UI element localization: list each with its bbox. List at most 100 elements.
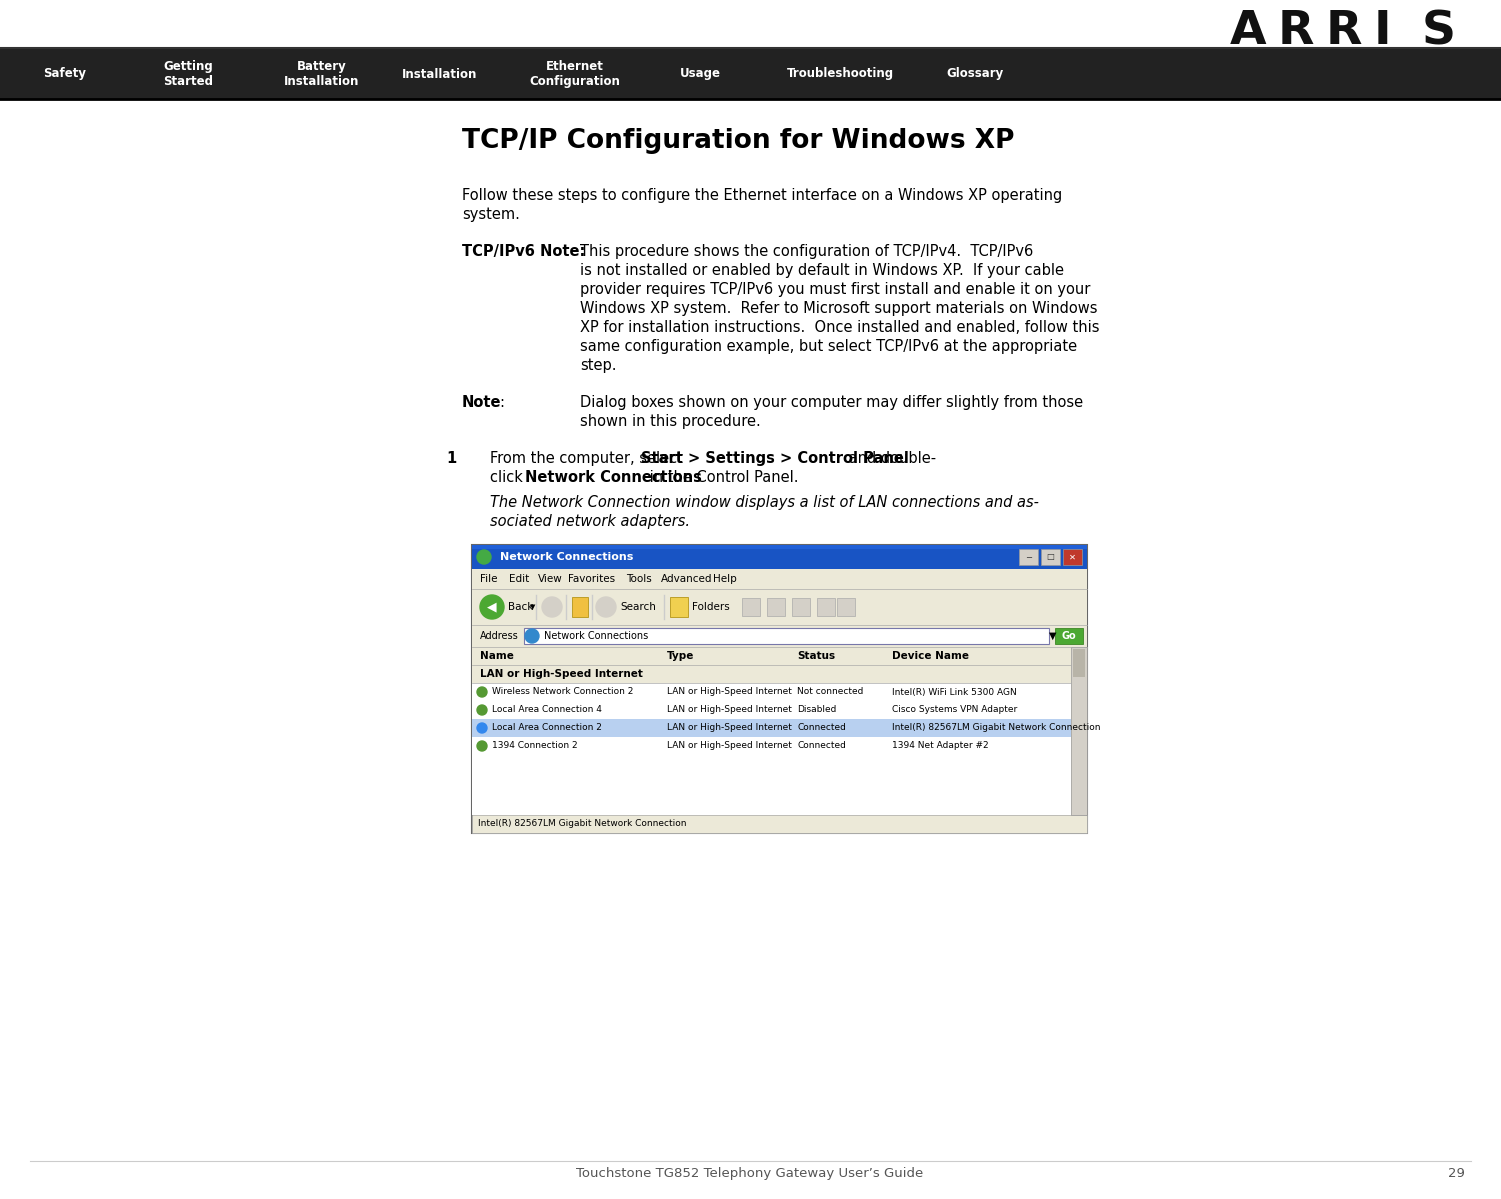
Bar	[471, 589, 1087, 625]
Text: XP for installation instructions.  Once installed and enabled, follow this: XP for installation instructions. Once i…	[579, 320, 1100, 335]
Text: From the computer, select: From the computer, select	[489, 451, 687, 466]
Circle shape	[480, 595, 504, 619]
Circle shape	[477, 741, 486, 751]
Text: Advanced: Advanced	[660, 574, 713, 584]
Text: LAN or High-Speed Internet: LAN or High-Speed Internet	[666, 687, 793, 697]
Text: Usage: Usage	[680, 67, 720, 80]
Bar	[572, 597, 588, 617]
Text: Local Area Connection 2: Local Area Connection 2	[492, 723, 602, 733]
Text: ▼: ▼	[1049, 631, 1057, 641]
Text: The Network Connection window displays a list of LAN connections and as-: The Network Connection window displays a…	[489, 495, 1039, 510]
Text: Address: Address	[480, 631, 519, 641]
Text: LAN or High-Speed Internet: LAN or High-Speed Internet	[480, 669, 642, 679]
Text: Note: Note	[462, 394, 501, 410]
Bar	[1063, 549, 1082, 565]
Text: and double-: and double-	[844, 451, 937, 466]
Circle shape	[477, 705, 486, 715]
Text: ◀: ◀	[488, 601, 497, 614]
Bar	[1073, 649, 1085, 677]
Bar	[471, 683, 1072, 701]
Text: Intel(R) 82567LM Gigabit Network Connection: Intel(R) 82567LM Gigabit Network Connect…	[477, 819, 686, 829]
Text: View: View	[539, 574, 563, 584]
Text: Connected: Connected	[797, 723, 847, 733]
Text: 1394 Net Adapter #2: 1394 Net Adapter #2	[892, 741, 989, 751]
Circle shape	[477, 723, 486, 733]
Bar	[471, 737, 1072, 755]
Text: □: □	[1046, 553, 1054, 561]
Text: Help: Help	[713, 574, 737, 584]
Text: Getting
Started: Getting Started	[164, 60, 213, 88]
Text: Windows XP system.  Refer to Microsoft support materials on Windows: Windows XP system. Refer to Microsoft su…	[579, 301, 1097, 317]
Circle shape	[596, 597, 615, 617]
Circle shape	[525, 629, 539, 643]
Bar	[838, 598, 856, 616]
Text: R: R	[1325, 10, 1363, 54]
Text: Follow these steps to configure the Ethernet interface on a Windows XP operating: Follow these steps to configure the Ethe…	[462, 188, 1063, 203]
Bar	[0, 49, 1501, 100]
Text: Type: Type	[666, 651, 695, 661]
Text: Troubleshooting: Troubleshooting	[787, 67, 893, 80]
Text: TCP/IP Configuration for Windows XP: TCP/IP Configuration for Windows XP	[462, 128, 1015, 153]
Text: Cisco Systems VPN Adapter: Cisco Systems VPN Adapter	[892, 705, 1018, 715]
Text: File: File	[480, 574, 497, 584]
Text: This procedure shows the configuration of TCP/IPv4.  TCP/IPv6: This procedure shows the configuration o…	[579, 245, 1033, 259]
Bar	[471, 546, 1087, 549]
Bar	[471, 701, 1072, 719]
Bar	[1019, 549, 1039, 565]
Text: 1: 1	[447, 451, 456, 466]
Text: provider requires TCP/IPv6 you must first install and enable it on your: provider requires TCP/IPv6 you must firs…	[579, 282, 1090, 297]
Text: Network Connections: Network Connections	[525, 470, 701, 486]
Text: Local Area Connection 4: Local Area Connection 4	[492, 705, 602, 715]
Text: Touchstone TG852 Telephony Gateway User’s Guide: Touchstone TG852 Telephony Gateway User’…	[576, 1167, 923, 1180]
Bar	[793, 598, 811, 616]
Text: Installation: Installation	[402, 67, 477, 80]
Text: shown in this procedure.: shown in this procedure.	[579, 414, 761, 429]
Text: LAN or High-Speed Internet: LAN or High-Speed Internet	[666, 723, 793, 733]
Text: step.: step.	[579, 359, 617, 373]
Text: Network Connections: Network Connections	[543, 631, 648, 641]
Text: Network Connections: Network Connections	[500, 552, 633, 562]
Bar	[817, 598, 835, 616]
Bar	[471, 815, 1087, 833]
Text: ▼: ▼	[530, 604, 536, 610]
Bar	[741, 598, 760, 616]
Text: Intel(R) WiFi Link 5300 AGN: Intel(R) WiFi Link 5300 AGN	[892, 687, 1016, 697]
Text: Favorites: Favorites	[567, 574, 615, 584]
Text: Dialog boxes shown on your computer may differ slightly from those: Dialog boxes shown on your computer may …	[579, 394, 1084, 410]
Circle shape	[477, 687, 486, 697]
Text: Device Name: Device Name	[892, 651, 970, 661]
Text: R: R	[1277, 10, 1315, 54]
Bar	[471, 647, 1072, 665]
Text: Tools: Tools	[626, 574, 651, 584]
Text: :: :	[498, 394, 504, 410]
Bar	[1072, 647, 1087, 815]
Text: Disabled: Disabled	[797, 705, 836, 715]
Text: LAN or High-Speed Internet: LAN or High-Speed Internet	[666, 705, 793, 715]
Bar	[669, 597, 687, 617]
Text: Battery
Installation: Battery Installation	[284, 60, 360, 88]
Text: sociated network adapters.: sociated network adapters.	[489, 514, 690, 529]
Text: system.: system.	[462, 207, 519, 222]
Text: LAN or High-Speed Internet: LAN or High-Speed Internet	[666, 741, 793, 751]
Text: 1394 Connection 2: 1394 Connection 2	[492, 741, 578, 751]
Text: is not installed or enabled by default in Windows XP.  If your cable: is not installed or enabled by default i…	[579, 263, 1064, 278]
Bar	[767, 598, 785, 616]
Text: same configuration example, but select TCP/IPv6 at the appropriate: same configuration example, but select T…	[579, 339, 1078, 354]
Bar	[524, 628, 1049, 644]
Text: Search: Search	[620, 602, 656, 611]
Bar	[471, 719, 1072, 737]
Text: I: I	[1373, 10, 1391, 54]
Bar	[471, 546, 1087, 570]
Bar	[1042, 549, 1060, 565]
Text: Folders: Folders	[692, 602, 729, 611]
Text: Safety: Safety	[44, 67, 87, 80]
Text: Wireless Network Connection 2: Wireless Network Connection 2	[492, 687, 633, 697]
Text: Back: Back	[507, 602, 533, 611]
Text: Glossary: Glossary	[946, 67, 1004, 80]
Text: Ethernet
Configuration: Ethernet Configuration	[530, 60, 620, 88]
Text: Start > Settings > Control Panel: Start > Settings > Control Panel	[641, 451, 908, 466]
Text: S: S	[1421, 10, 1456, 54]
Text: A: A	[1229, 10, 1267, 54]
Text: ✕: ✕	[1069, 553, 1076, 561]
Bar	[471, 755, 1072, 815]
